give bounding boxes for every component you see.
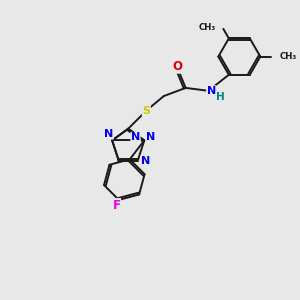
Text: N: N [104, 129, 113, 139]
Text: CH₃: CH₃ [279, 52, 296, 61]
Text: F: F [112, 199, 121, 212]
Text: N: N [146, 132, 155, 142]
Text: N: N [131, 133, 140, 142]
Text: N: N [207, 86, 216, 96]
Text: S: S [142, 106, 150, 116]
Text: CH₃: CH₃ [198, 23, 215, 32]
Text: H: H [216, 92, 225, 102]
Text: O: O [172, 60, 182, 73]
Text: N: N [141, 156, 150, 166]
